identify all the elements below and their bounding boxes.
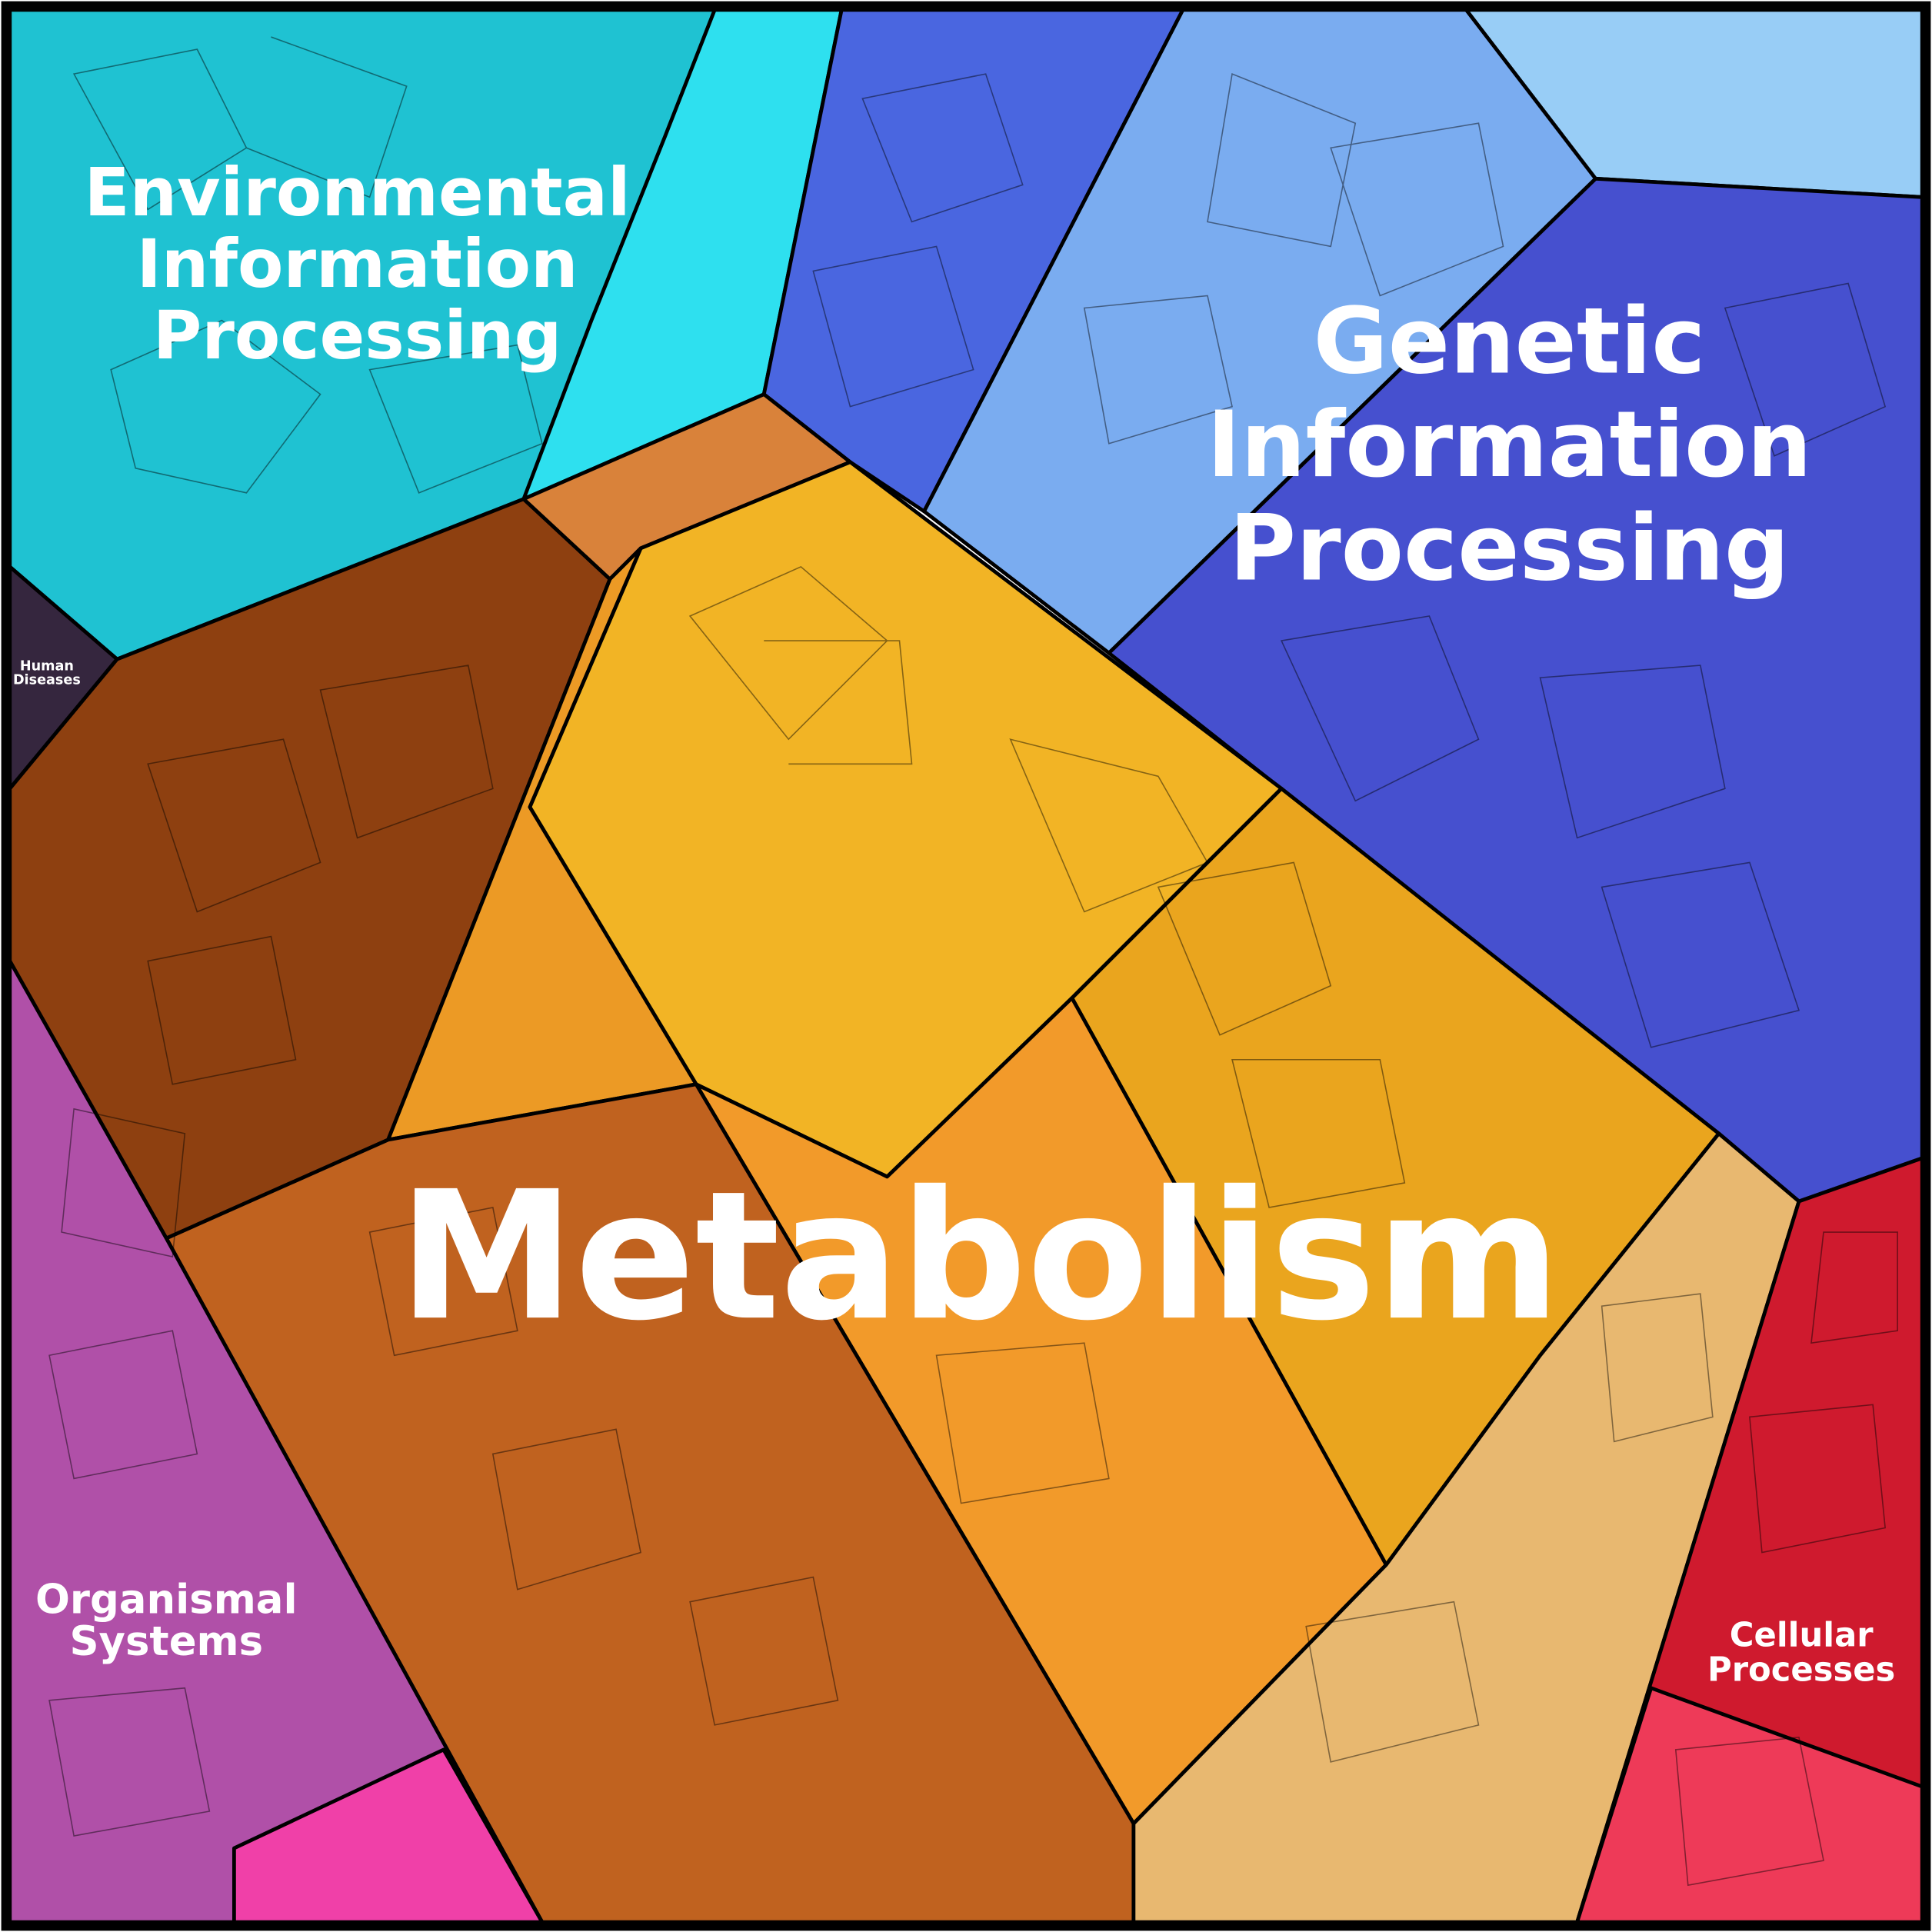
- region-label: Genetic: [1313, 288, 1705, 394]
- labels: Environmental Information Processing Gen…: [13, 155, 1895, 1689]
- region-label: Environmental: [85, 155, 631, 232]
- region-label: Metabolism: [398, 1154, 1561, 1360]
- region-label: Cellular: [1730, 1617, 1874, 1655]
- region-label: Organismal: [35, 1576, 298, 1623]
- texture: [1280, 282, 1887, 1048]
- region-label: Information: [137, 226, 578, 303]
- region-label: Systems: [69, 1618, 263, 1665]
- texture: [935, 1231, 1898, 1887]
- genetic-blue: [761, 8, 1185, 514]
- region-label: Information: [1207, 391, 1812, 498]
- texture: [48, 1108, 1714, 1837]
- texture: [147, 665, 839, 1726]
- metabolism-orange-left: [386, 546, 698, 1142]
- region-label: Processing: [1229, 495, 1789, 601]
- texture: [72, 36, 543, 494]
- regions: [8, 8, 1924, 1924]
- region-label: Processes: [1707, 1651, 1895, 1689]
- cell-texture: [48, 36, 1898, 1887]
- cellular-pink: [1575, 1686, 1924, 1924]
- texture: [812, 73, 1504, 445]
- region-label: Diseases: [13, 672, 81, 688]
- texture: [688, 566, 1406, 1208]
- region-label: Human: [20, 659, 74, 675]
- region-label: Processing: [153, 298, 562, 375]
- organismal-pink: [232, 1747, 545, 1924]
